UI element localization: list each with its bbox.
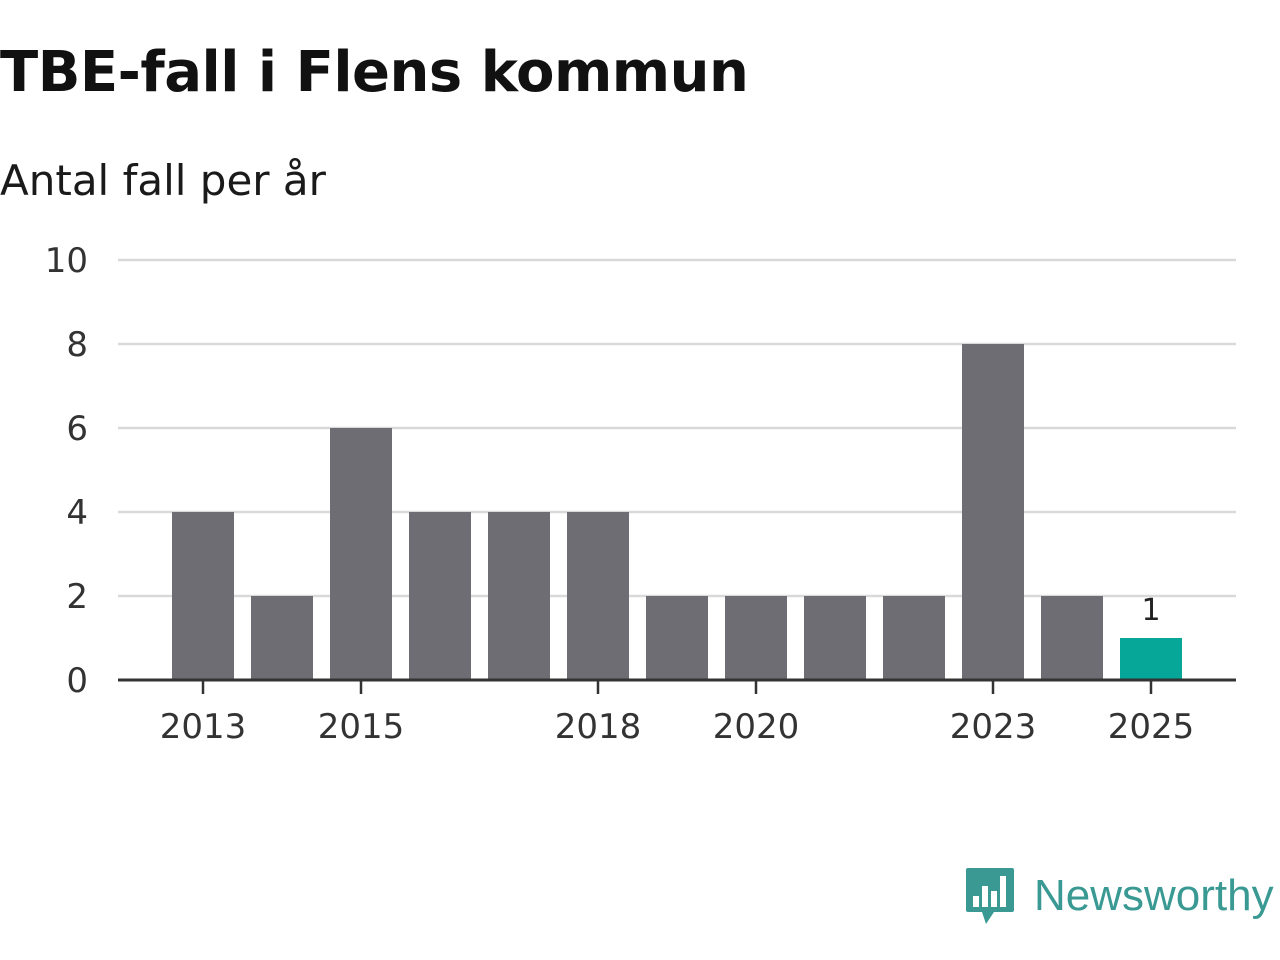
y-tick-label-0: 0: [66, 661, 88, 701]
bar-2013: [172, 512, 234, 680]
newsworthy-logo: Newsworthy: [964, 866, 1274, 926]
x-tick-label-2015: 2015: [318, 707, 405, 747]
bar-chart: 0 2 4 6 8 10 1 2013 2015 2018 2020 2023 2025: [45, 241, 1236, 747]
newsworthy-bar-chart-icon: [966, 868, 1014, 924]
bar-2020: [725, 596, 787, 680]
bar-2015: [330, 428, 392, 680]
x-tick-label-2020: 2020: [713, 707, 800, 747]
brand-name: Newsworthy: [1034, 871, 1274, 920]
bar-2014: [251, 596, 313, 680]
bar-2018: [567, 512, 629, 680]
bars: [172, 344, 1182, 680]
labels: 0 2 4 6 8 10 1 2013 2015 2018 2020 2023 2025: [45, 241, 1195, 747]
data-label-2025: 1: [1141, 593, 1160, 628]
bar-2025: [1120, 638, 1182, 680]
bar-2022: [883, 596, 945, 680]
bar-2021: [804, 596, 866, 680]
bar-2024: [1041, 596, 1103, 680]
gridlines: [118, 258, 1236, 598]
chart-subtitle: Antal fall per år: [0, 156, 326, 205]
y-tick-label-4: 4: [66, 493, 88, 533]
bar-2017: [488, 512, 550, 680]
bar-2019: [646, 596, 708, 680]
x-tick-label-2018: 2018: [555, 707, 642, 747]
y-tick-label-2: 2: [66, 577, 88, 617]
x-tick-label-2023: 2023: [950, 707, 1037, 747]
y-tick-label-8: 8: [66, 325, 88, 365]
bar-2016: [409, 512, 471, 680]
y-tick-label-10: 10: [45, 241, 88, 281]
x-tick-label-2025: 2025: [1108, 707, 1195, 747]
axes: [118, 678, 1236, 694]
y-tick-label-6: 6: [66, 409, 88, 449]
x-tick-label-2013: 2013: [160, 707, 247, 747]
chart-title: TBE-fall i Flens kommun: [0, 40, 749, 105]
bar-2023: [962, 344, 1024, 680]
